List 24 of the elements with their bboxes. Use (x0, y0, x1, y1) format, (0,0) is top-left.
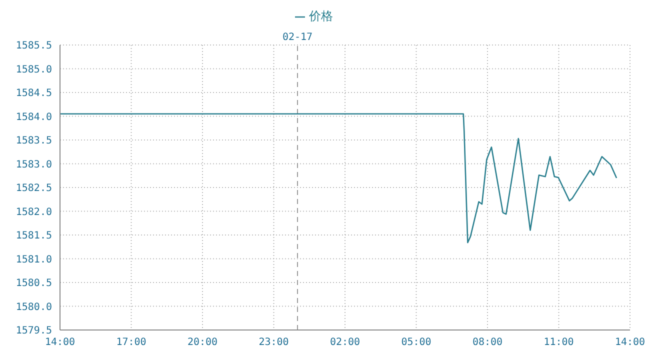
x-tick-label: 08:00 (472, 337, 503, 348)
y-tick-label: 1581.5 (16, 230, 52, 242)
y-tick-label: 1582.0 (16, 206, 52, 218)
y-tick-label: 1584.0 (16, 112, 52, 123)
legend-label: 价格 (309, 9, 333, 23)
y-tick-label: 1580.5 (16, 278, 52, 290)
y-tick-label: 1580.0 (16, 302, 52, 313)
y-tick-label: 1583.5 (16, 136, 52, 147)
y-tick-label: 1581.0 (16, 254, 52, 266)
x-tick-label: 20:00 (187, 337, 218, 348)
x-tick-label: 02:00 (330, 337, 360, 348)
y-tick-label: 1585.5 (16, 40, 52, 52)
x-tick-label: 05:00 (401, 337, 432, 348)
y-tick-label: 1585.0 (16, 64, 52, 76)
x-tick-label: 14:00 (44, 337, 76, 348)
y-tick-label: 1582.5 (16, 183, 52, 194)
y-tick-label: 1579.5 (16, 326, 52, 337)
x-tick-label: 23:00 (258, 337, 289, 348)
x-tick-label: 11:00 (544, 337, 574, 348)
y-tick-label: 1584.5 (16, 88, 52, 100)
x-tick-label: 14:00 (614, 337, 646, 348)
x-tick-label: 17:00 (116, 337, 146, 348)
y-tick-label: 1583.0 (16, 159, 52, 170)
ref-line-label: 02-17 (282, 32, 313, 43)
